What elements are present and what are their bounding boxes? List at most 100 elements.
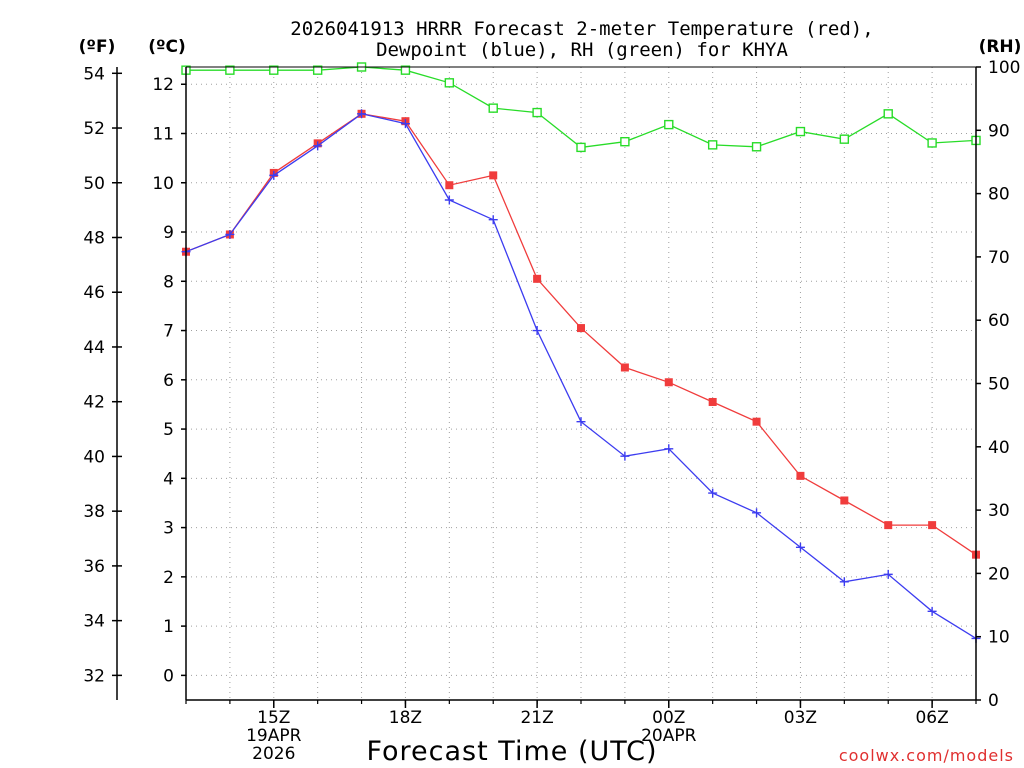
fahrenheit-tick-label: 46 (83, 283, 105, 303)
celsius-tick-label: 6 (163, 371, 174, 391)
celsius-tick-label: 2 (163, 568, 174, 588)
rh-point (795, 126, 806, 137)
rh-tick-label: 80 (988, 185, 1010, 205)
dewpoint-point (752, 508, 762, 518)
dewpoint-point (927, 606, 937, 616)
dewpoint-point (620, 451, 630, 461)
rh-tick-label: 100 (988, 58, 1020, 78)
celsius-tick-label: 0 (163, 666, 174, 686)
unit-label-fahrenheit: (ºF) (79, 37, 116, 57)
fahrenheit-tick-label: 36 (83, 557, 105, 577)
celsius-tick-label: 4 (163, 469, 174, 489)
fahrenheit-tick-label: 52 (83, 119, 105, 139)
fahrenheit-tick-label: 44 (83, 338, 105, 358)
x-axis-label: Forecast Time (UTC) (366, 736, 657, 767)
rh-tick-label: 30 (988, 501, 1010, 521)
rh-point (532, 107, 542, 118)
dewpoint-point (839, 577, 849, 587)
dewpoint-point (225, 229, 235, 239)
rh-point (664, 119, 674, 130)
rh-tick-label: 0 (988, 691, 999, 711)
temperature-point (620, 363, 629, 372)
rh-point (225, 65, 235, 75)
celsius-tick-label: 8 (163, 272, 174, 292)
fahrenheit-tick-label: 40 (83, 447, 105, 467)
dewpoint-point (708, 488, 718, 498)
rh-tick-label: 50 (988, 375, 1010, 395)
rh-tick-label: 40 (988, 438, 1010, 458)
dewpoint-series (181, 109, 981, 643)
unit-label-celsius: (ºC) (148, 37, 186, 57)
x-tick-label: 21Z (520, 708, 553, 728)
x-tick-label: 06Z (915, 708, 948, 728)
celsius-tick-label: 3 (163, 519, 174, 539)
chart-title-line1: 2026041913 HRRR Forecast 2-meter Tempera… (290, 18, 873, 40)
dewpoint-point (883, 569, 893, 579)
dewpoint-point (313, 141, 323, 151)
chart-title-line2: Dewpoint (blue), RH (green) for KHYA (376, 39, 788, 61)
rh-point (883, 109, 893, 119)
fahrenheit-tick-label: 42 (83, 393, 105, 413)
dewpoint-point (444, 195, 454, 205)
series-layer (181, 62, 981, 643)
rh-point (839, 134, 850, 144)
x-tick-label: 19APR (246, 726, 302, 746)
rh-point (751, 142, 762, 152)
dewpoint-point (664, 444, 674, 454)
temperature-point (840, 496, 849, 505)
watermark: coolwx.com/models (839, 746, 1014, 765)
temperature-point (796, 471, 805, 480)
rh-tick-label: 90 (988, 121, 1010, 141)
dewpoint-point (532, 326, 542, 336)
rh-point (400, 65, 411, 75)
ticks-layer: 0123456789101112323436384042444648505254… (83, 58, 1020, 764)
celsius-tick-label: 7 (163, 322, 174, 342)
rh-tick-label: 70 (988, 248, 1010, 268)
fahrenheit-tick-label: 32 (83, 666, 105, 686)
rh-tick-label: 60 (988, 311, 1010, 331)
rh-point (927, 138, 937, 148)
fahrenheit-tick-label: 54 (83, 64, 105, 84)
temperature-point (489, 171, 498, 180)
rh-point (576, 142, 586, 153)
temperature-point (884, 521, 893, 530)
celsius-tick-label: 1 (163, 617, 174, 637)
temperature-point (664, 378, 673, 387)
temperature-point (533, 274, 542, 283)
rh-tick-label: 10 (988, 628, 1010, 648)
rh-point (488, 103, 498, 113)
rh-point (620, 136, 630, 147)
rh-point (444, 78, 455, 88)
x-tick-label: 15Z (257, 708, 290, 728)
rh-point (312, 65, 323, 75)
dewpoint-point (357, 109, 367, 119)
temperature-point (445, 181, 454, 190)
fahrenheit-tick-label: 34 (83, 612, 105, 632)
dewpoint-point (269, 170, 279, 180)
temperature-point (708, 397, 717, 406)
celsius-tick-label: 9 (163, 223, 174, 243)
unit-label-rh: (RH) (979, 37, 1022, 57)
dewpoint-point (576, 417, 586, 427)
x-tick-label: 18Z (389, 708, 422, 728)
fahrenheit-tick-label: 50 (83, 174, 105, 194)
rh-point (707, 140, 718, 150)
temperature-point (577, 324, 585, 333)
celsius-tick-label: 11 (152, 125, 174, 145)
temperature-point (752, 417, 761, 426)
rh-point (269, 65, 279, 75)
x-tick-label: 20APR (641, 726, 697, 746)
dewpoint-point (795, 542, 805, 552)
temperature-point (928, 521, 937, 530)
dewpoint-point (488, 215, 498, 225)
celsius-tick-label: 12 (152, 75, 174, 95)
dewpoint-point (400, 119, 410, 129)
x-tick-label: 03Z (784, 708, 817, 728)
x-tick-label: 2026 (252, 744, 295, 764)
rh-tick-label: 20 (988, 564, 1010, 584)
fahrenheit-tick-label: 48 (83, 228, 105, 248)
fahrenheit-tick-label: 38 (83, 502, 105, 522)
celsius-tick-label: 10 (152, 174, 174, 194)
